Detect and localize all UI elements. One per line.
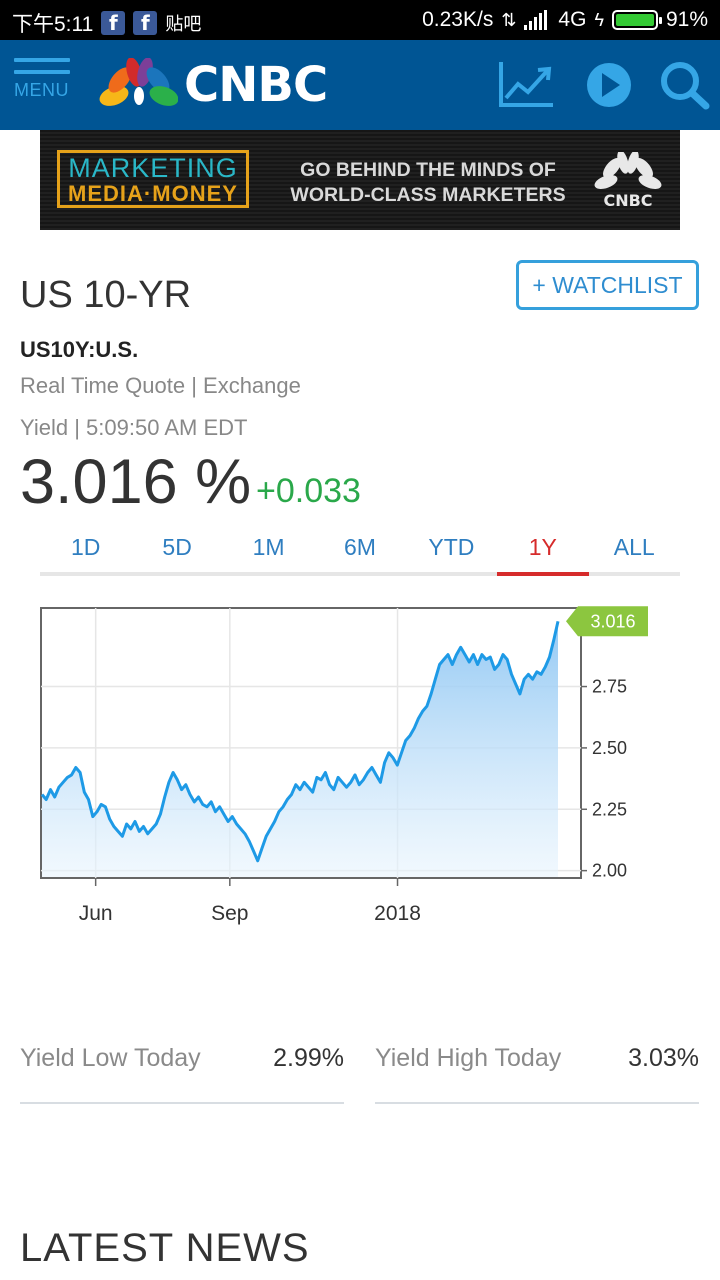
add-watchlist-button[interactable]: + WATCHLIST — [516, 260, 699, 310]
network-speed: 0.23K/s — [422, 8, 494, 31]
menu-label: MENU — [14, 80, 69, 100]
data-transfer-icon: ⇅ — [501, 9, 517, 30]
quote-timestamp: Yield | 5:09:50 AM EDT — [20, 415, 248, 440]
menu-button[interactable]: MENU — [14, 58, 72, 116]
ad-banner[interactable]: MARKETING MEDIA·MONEY GO BEHIND THE MIND… — [40, 130, 680, 230]
search-icon[interactable] — [658, 60, 714, 110]
facebook-icon: f — [101, 11, 126, 35]
chart-series-line — [40, 620, 560, 863]
yield-high-stat: Yield High Today 3.03% — [375, 1044, 699, 1104]
quote-change: +0.033 — [256, 472, 361, 510]
cnbc-logo[interactable]: CNBC — [98, 56, 328, 114]
charging-icon: ϟ — [594, 9, 604, 30]
y-tick-label: 2.00 — [592, 861, 627, 881]
page-title: US 10-YR — [20, 274, 192, 316]
battery-icon — [611, 10, 662, 30]
last-value-badge: 3.016 — [566, 606, 648, 637]
x-tick-label: 2018 — [374, 902, 421, 925]
chart-x-axis: Jun Sep 2018 — [79, 878, 421, 925]
ad-brand-line2: MEDIA·MONEY — [68, 181, 238, 206]
network-type: 4G — [558, 8, 587, 31]
quote-type: Real Time Quote | Exchange — [20, 373, 301, 398]
peacock-icon — [99, 58, 178, 106]
signal-icon — [524, 10, 548, 30]
ad-brand-box: MARKETING MEDIA·MONEY — [57, 150, 249, 208]
tab-1d[interactable]: 1D — [71, 534, 101, 560]
ad-brand-line1: MARKETING — [68, 153, 238, 183]
tab-ytd[interactable]: YTD — [428, 534, 475, 560]
latest-news-heading: LATEST NEWS — [20, 1226, 310, 1270]
hamburger-icon — [14, 58, 70, 62]
chart-icon[interactable] — [498, 60, 554, 110]
ad-logo-text: CNBC — [603, 191, 652, 210]
battery-percent: 91% — [665, 8, 708, 31]
tab-5d[interactable]: 5D — [162, 534, 192, 560]
play-icon[interactable] — [582, 60, 638, 110]
status-time: 下午5:11 — [12, 13, 94, 36]
logo-text: CNBC — [184, 57, 328, 113]
hamburger-bar — [14, 70, 70, 74]
top-nav-bar: MENU CNBC — [0, 40, 720, 130]
quote-symbol: US10Y:U.S. — [20, 337, 139, 362]
y-tick-label: 2.25 — [592, 799, 627, 819]
ad-cnbc-logo: CNBC — [594, 152, 662, 210]
stat-value: 3.03% — [628, 1044, 699, 1072]
x-tick-label: Jun — [79, 902, 113, 925]
tab-1m[interactable]: 1M — [252, 534, 285, 560]
stat-label: Yield Low Today — [20, 1044, 201, 1072]
yield-low-stat: Yield Low Today 2.99% — [20, 1044, 344, 1104]
facebook-icon-2: f — [133, 11, 158, 35]
tab-6m[interactable]: 6M — [344, 534, 376, 560]
ad-tagline-line1: GO BEHIND THE MINDS OF — [300, 159, 556, 181]
status-bar: 下午5:11 f f 贴吧 0.23K/s ⇅ 4G ϟ 91% — [0, 0, 720, 40]
x-tick-label: Sep — [211, 902, 248, 925]
status-app-label: 贴吧 — [165, 14, 202, 34]
range-tabs: 1D 5D 1M 6M YTD 1Y ALL — [40, 526, 680, 576]
y-tick-label: 2.50 — [592, 738, 627, 758]
quote-price: 3.016 % — [20, 447, 252, 517]
yield-chart[interactable]: 2.00 2.25 2.50 2.75 Jun Sep 2018 3.016 — [0, 600, 720, 940]
stat-label: Yield High Today — [375, 1044, 562, 1072]
ad-tagline-line2: WORLD-CLASS MARKETERS — [290, 184, 566, 206]
tab-all[interactable]: ALL — [613, 534, 655, 560]
tab-1y[interactable]: 1Y — [497, 526, 589, 576]
chart-area-fill — [42, 621, 558, 877]
stat-value: 2.99% — [273, 1044, 344, 1072]
chart-y-axis: 2.00 2.25 2.50 2.75 — [581, 677, 627, 881]
ad-tagline: GO BEHIND THE MINDS OF WORLD-CLASS MARKE… — [278, 158, 578, 208]
y-tick-label: 2.75 — [592, 677, 627, 697]
last-value-label: 3.016 — [590, 611, 635, 631]
